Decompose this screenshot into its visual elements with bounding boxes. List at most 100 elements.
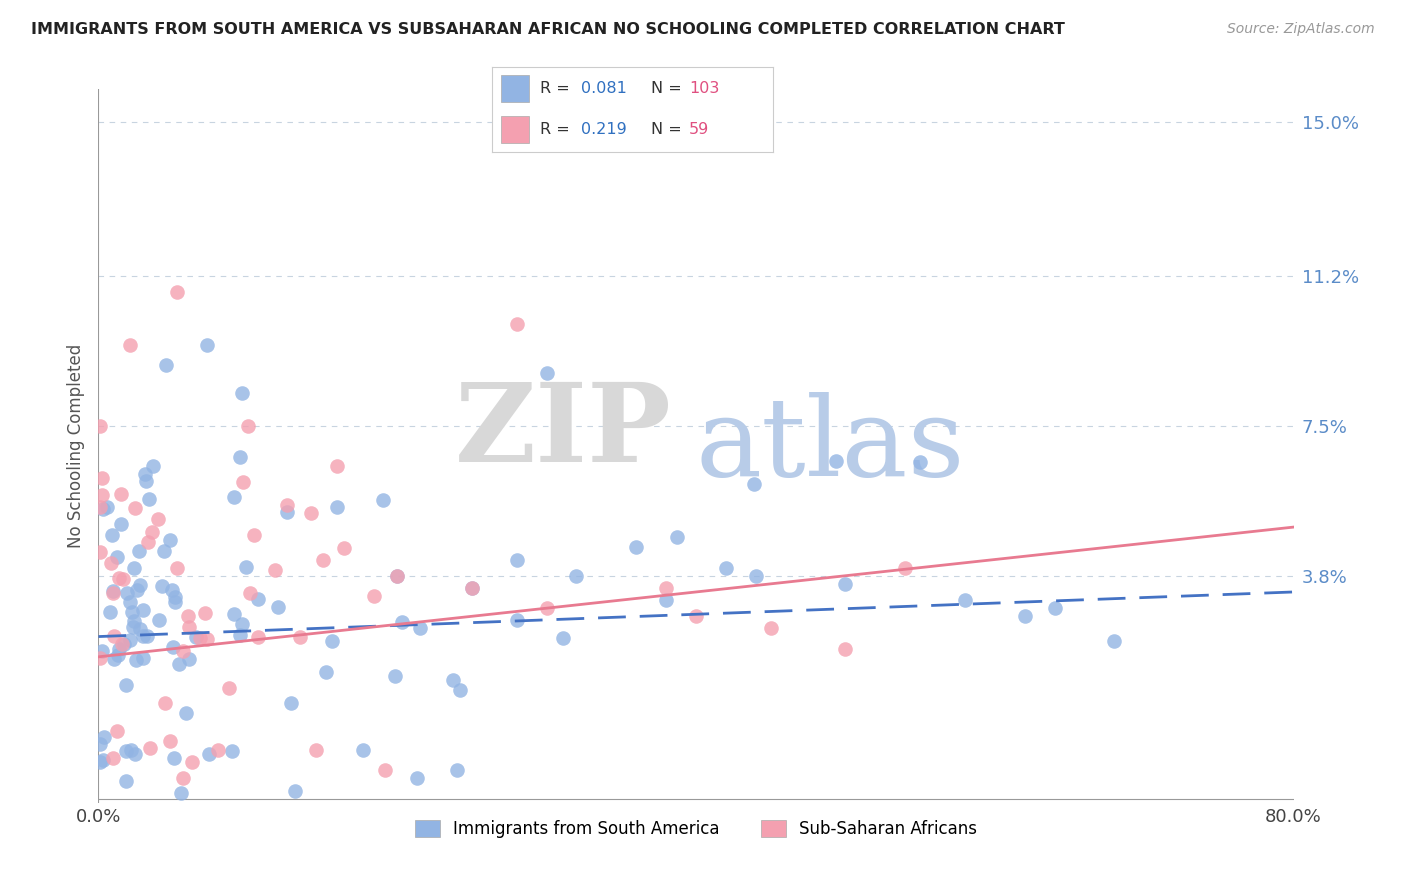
Point — [142, 459, 165, 474]
Text: R =: R = — [540, 122, 575, 137]
Point — [231, 386, 253, 401]
Point — [110, 487, 132, 501]
Point — [172, 772, 194, 786]
Point — [91, 644, 114, 658]
Point — [93, 730, 115, 744]
Point — [135, 474, 157, 488]
Point — [124, 747, 146, 762]
Point — [953, 593, 976, 607]
Point — [91, 753, 114, 767]
Point — [834, 641, 856, 656]
Point — [441, 673, 464, 688]
Point — [115, 744, 138, 758]
Point — [174, 706, 197, 721]
Point — [685, 609, 707, 624]
Point — [138, 492, 160, 507]
Point — [194, 606, 217, 620]
Point — [184, 630, 207, 644]
Point — [131, 651, 153, 665]
Point — [177, 652, 200, 666]
Point — [89, 500, 111, 514]
Point — [446, 764, 468, 778]
Point — [159, 733, 181, 747]
Point — [162, 582, 184, 597]
Point — [135, 629, 157, 643]
Point — [326, 500, 349, 514]
Point — [101, 586, 124, 600]
Point — [114, 774, 136, 789]
Point — [100, 556, 122, 570]
Point — [172, 644, 194, 658]
Y-axis label: No Schooling Completed: No Schooling Completed — [66, 344, 84, 548]
Point — [1014, 609, 1036, 624]
Point — [148, 613, 170, 627]
Point — [121, 606, 143, 620]
Point — [333, 541, 356, 556]
Point — [103, 629, 125, 643]
Point — [128, 544, 150, 558]
Point — [824, 454, 846, 468]
Point — [134, 467, 156, 482]
Point — [127, 583, 149, 598]
Point — [363, 589, 385, 603]
Point — [115, 586, 138, 600]
Point — [170, 786, 193, 800]
Point — [163, 751, 186, 765]
Point — [110, 637, 132, 651]
Point — [218, 681, 240, 696]
Point — [311, 552, 333, 566]
Point — [744, 477, 766, 491]
Point — [128, 578, 150, 592]
Text: 59: 59 — [689, 122, 709, 137]
Text: N =: N = — [651, 122, 688, 137]
Point — [103, 652, 125, 666]
FancyBboxPatch shape — [501, 116, 529, 143]
Point — [141, 525, 163, 540]
Point — [159, 533, 181, 547]
Point — [111, 572, 134, 586]
Point — [299, 506, 322, 520]
Point — [91, 501, 114, 516]
Point — [195, 337, 218, 351]
Point — [114, 636, 136, 650]
Point — [745, 568, 768, 582]
Point — [125, 653, 148, 667]
Point — [288, 630, 311, 644]
Point — [129, 622, 152, 636]
Point — [110, 516, 132, 531]
Point — [162, 640, 184, 654]
Point — [89, 651, 111, 665]
Point — [166, 561, 188, 575]
Point — [124, 501, 146, 516]
Point — [384, 669, 406, 683]
Point — [246, 630, 269, 644]
Text: 0.219: 0.219 — [581, 122, 627, 137]
Point — [177, 609, 200, 624]
Point — [908, 455, 931, 469]
Text: atlas: atlas — [696, 392, 966, 500]
Point — [152, 579, 174, 593]
Point — [124, 561, 146, 575]
Point — [136, 535, 159, 549]
Point — [132, 629, 155, 643]
Legend: Immigrants from South America, Sub-Saharan Africans: Immigrants from South America, Sub-Sahar… — [408, 813, 984, 845]
Point — [315, 665, 337, 679]
Point — [103, 751, 125, 765]
Point — [207, 743, 229, 757]
Point — [122, 620, 145, 634]
Point — [146, 512, 169, 526]
Point — [139, 740, 162, 755]
Point — [406, 772, 429, 786]
Point — [714, 560, 737, 574]
Text: R =: R = — [540, 81, 575, 96]
Point — [1043, 601, 1066, 615]
Point — [461, 581, 484, 595]
Point — [101, 583, 124, 598]
Point — [326, 459, 349, 474]
Text: Source: ZipAtlas.com: Source: ZipAtlas.com — [1227, 22, 1375, 37]
Text: IMMIGRANTS FROM SOUTH AMERICA VS SUBSAHARAN AFRICAN NO SCHOOLING COMPLETED CORRE: IMMIGRANTS FROM SOUTH AMERICA VS SUBSAHA… — [31, 22, 1064, 37]
Point — [385, 568, 409, 582]
Point — [894, 560, 917, 574]
Point — [198, 747, 221, 761]
Point — [276, 498, 298, 512]
